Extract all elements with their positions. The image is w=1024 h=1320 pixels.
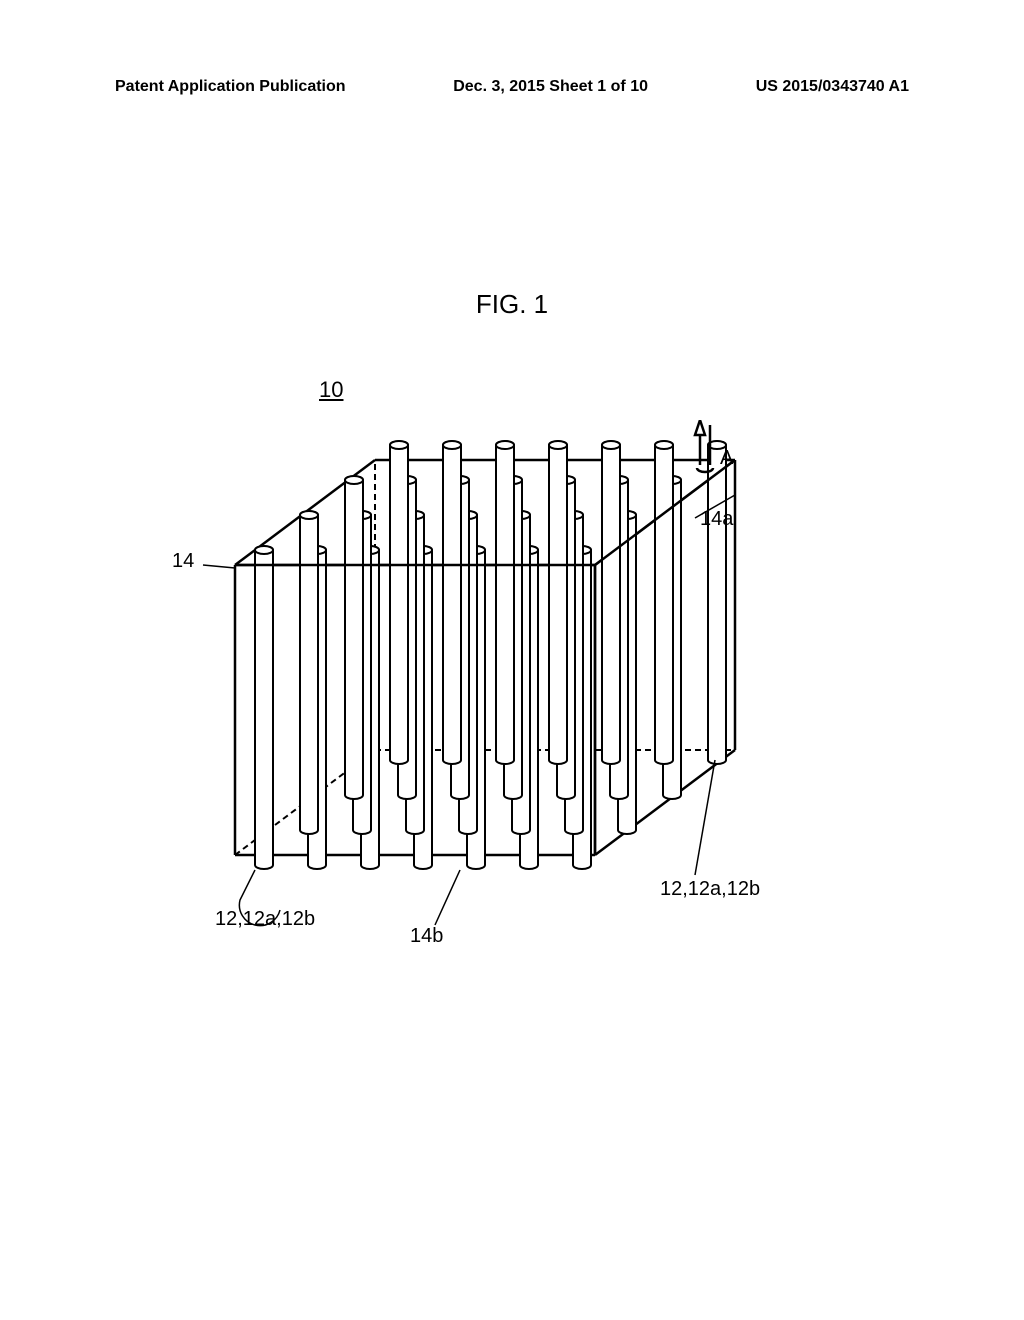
figure-diagram: 14 14a A 12,12a,12b 14b 12,12a,12b: [140, 420, 860, 1020]
label-14: 14: [172, 550, 194, 573]
ref-number-10: 10: [319, 377, 343, 403]
label-12-right: 12,12a,12b: [660, 878, 760, 901]
header-center: Dec. 3, 2015 Sheet 1 of 10: [453, 78, 648, 96]
figure-title: FIG. 1: [0, 289, 1024, 320]
label-14a: 14a: [700, 508, 733, 531]
label-A: A: [720, 447, 733, 470]
label-12-left: 12,12a,12b: [215, 908, 315, 931]
header-right: US 2015/0343740 A1: [756, 78, 909, 96]
label-14b: 14b: [410, 925, 443, 948]
page-header: Patent Application Publication Dec. 3, 2…: [0, 78, 1024, 96]
header-left: Patent Application Publication: [115, 78, 346, 96]
